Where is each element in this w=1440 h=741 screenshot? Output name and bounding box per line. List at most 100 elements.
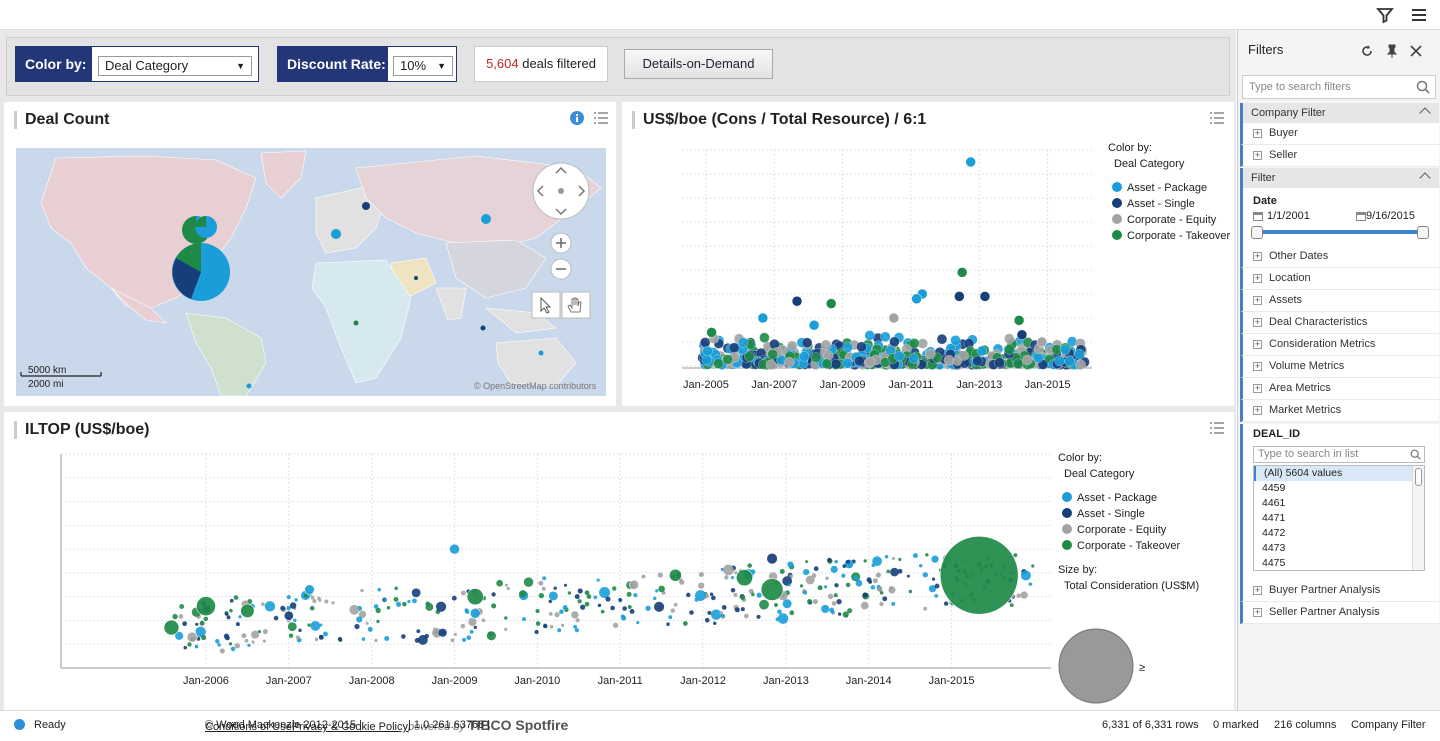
legend-item[interactable]: Corporate - Takeover: [1062, 538, 1199, 554]
data-point: [925, 553, 929, 557]
filter-item-buyer-partner[interactable]: + Buyer Partner Analysis: [1240, 580, 1439, 602]
filter-item[interactable]: + Other Dates: [1240, 246, 1439, 268]
filter-scheme[interactable]: Company Filter: [1351, 719, 1426, 731]
list-item[interactable]: 4472: [1262, 527, 1286, 539]
legend-item[interactable]: Corporate - Equity: [1062, 522, 1199, 538]
data-point: [872, 556, 882, 567]
calendar-icon[interactable]: [1253, 212, 1263, 221]
filter-item[interactable]: + Consideration Metrics: [1240, 334, 1439, 356]
data-point: [682, 621, 688, 626]
menu-icon[interactable]: [1410, 6, 1428, 24]
list-item[interactable]: 4461: [1262, 497, 1286, 509]
data-point: [817, 585, 823, 591]
data-point: [395, 601, 402, 607]
iltop-bubble-chart[interactable]: Jan-2006 Jan-2007 Jan-2008 Jan-2009 Jan-2010…: [56, 452, 1056, 708]
data-point: [943, 601, 949, 606]
color-by-select[interactable]: Deal Category ▼: [91, 46, 259, 82]
filter-item[interactable]: + Deal Characteristics: [1240, 312, 1439, 334]
data-point: [831, 601, 837, 606]
slider-handle-right[interactable]: [1417, 226, 1429, 239]
resource-scatter-plot[interactable]: Jan-2005 Jan-2007 Jan-2009 Jan-2011 Jan-2013…: [682, 142, 1102, 402]
close-icon[interactable]: [1410, 45, 1422, 57]
filter-item[interactable]: + Volume Metrics: [1240, 356, 1439, 378]
privacy-link[interactable]: Privacy & Cookie Policy: [291, 721, 408, 733]
uk-pie-chart[interactable]: [331, 229, 341, 239]
pin-icon[interactable]: [1386, 44, 1398, 58]
filter-item[interactable]: + Market Metrics: [1240, 400, 1439, 422]
data-point: [922, 572, 929, 578]
zoom-out-button[interactable]: [550, 258, 572, 280]
color-by-label: Color by:: [15, 46, 91, 82]
data-point: [724, 575, 729, 580]
data-point: [438, 628, 447, 637]
data-point: [557, 628, 562, 633]
alaska-pie-chart[interactable]: [195, 216, 217, 238]
data-point: [908, 589, 913, 594]
slider-handle-left[interactable]: [1251, 226, 1263, 239]
filter-search-input[interactable]: Type to search filters: [1242, 75, 1436, 99]
data-point: [720, 613, 725, 618]
pan-tool-icon[interactable]: [561, 291, 591, 319]
data-point: [1020, 591, 1028, 599]
list-item[interactable]: 4471: [1262, 512, 1286, 524]
data-point: [812, 598, 819, 605]
filter-item-seller-partner[interactable]: + Seller Partner Analysis: [1240, 602, 1439, 624]
data-point: [491, 603, 497, 609]
map-pan-control[interactable]: [532, 162, 590, 220]
data-point: [668, 615, 673, 620]
legend-item[interactable]: Corporate - Equity: [1112, 212, 1230, 228]
data-point: [694, 597, 699, 602]
list-item-all[interactable]: (All) 5604 values: [1254, 466, 1424, 481]
data-point: [567, 591, 572, 595]
data-point: [627, 605, 632, 609]
filter-label: Buyer Partner Analysis: [1269, 584, 1381, 596]
list-scrollbar[interactable]: [1412, 466, 1424, 570]
deal-id-list[interactable]: (All) 5604 values 4459 4461 4471 4472 4473 447…: [1253, 465, 1425, 571]
russia-pie-chart[interactable]: [481, 214, 491, 224]
select-tool-icon[interactable]: [531, 291, 561, 319]
filter-item-seller[interactable]: + Seller: [1240, 145, 1439, 167]
filter-item[interactable]: + Location: [1240, 268, 1439, 290]
date-range-slider[interactable]: [1257, 230, 1423, 234]
data-point: [618, 597, 622, 602]
details-on-demand-button[interactable]: Details-on-Demand: [624, 49, 773, 79]
filter-item[interactable]: + Area Metrics: [1240, 378, 1439, 400]
filter-group[interactable]: Filter: [1240, 168, 1439, 188]
reset-filters-icon[interactable]: [1360, 44, 1374, 58]
legend-item[interactable]: Corporate - Takeover: [1112, 228, 1230, 244]
world-map[interactable]: [16, 148, 606, 396]
panel-menu-icon[interactable]: [594, 112, 608, 124]
legend-item[interactable]: Asset - Single: [1062, 506, 1199, 522]
filter-item-buyer[interactable]: + Buyer: [1240, 123, 1439, 145]
zoom-in-button[interactable]: [550, 232, 572, 254]
legend-item[interactable]: Asset - Package: [1062, 490, 1199, 506]
data-point: [172, 613, 178, 620]
search-icon: [1416, 80, 1430, 94]
data-point: [622, 606, 627, 611]
filter-icon[interactable]: [1376, 6, 1394, 24]
data-point: [199, 620, 205, 626]
data-bubble: [304, 584, 315, 595]
list-item[interactable]: 4475: [1262, 557, 1286, 569]
calendar-icon[interactable]: [1356, 212, 1366, 221]
panel-menu-icon[interactable]: [1210, 422, 1224, 434]
legend-item[interactable]: Asset - Package: [1112, 180, 1230, 196]
us-pie-chart[interactable]: [172, 243, 230, 301]
filter-item[interactable]: + Assets: [1240, 290, 1439, 312]
panel-menu-icon[interactable]: [1210, 112, 1224, 124]
list-item[interactable]: 4473: [1262, 542, 1286, 554]
list-item[interactable]: 4459: [1262, 482, 1286, 494]
discount-rate-select[interactable]: 10% ▼: [387, 46, 457, 82]
data-point: [837, 612, 842, 616]
panel-title: US$/boe (Cons / Total Resource) / 6:1: [632, 111, 926, 129]
data-point: [554, 612, 560, 618]
list-search-input[interactable]: Type to search in list: [1253, 446, 1425, 463]
norway-pie-chart[interactable]: [362, 202, 370, 210]
data-point: [863, 559, 867, 563]
info-icon[interactable]: [570, 111, 584, 125]
conditions-link[interactable]: Conditions of Use: [205, 721, 292, 733]
company-filter-group[interactable]: Company Filter: [1240, 103, 1439, 123]
expand-icon: +: [1253, 339, 1262, 349]
legend-item[interactable]: Asset - Single: [1112, 196, 1230, 212]
dropdown-arrow-icon: ▼: [437, 61, 446, 71]
